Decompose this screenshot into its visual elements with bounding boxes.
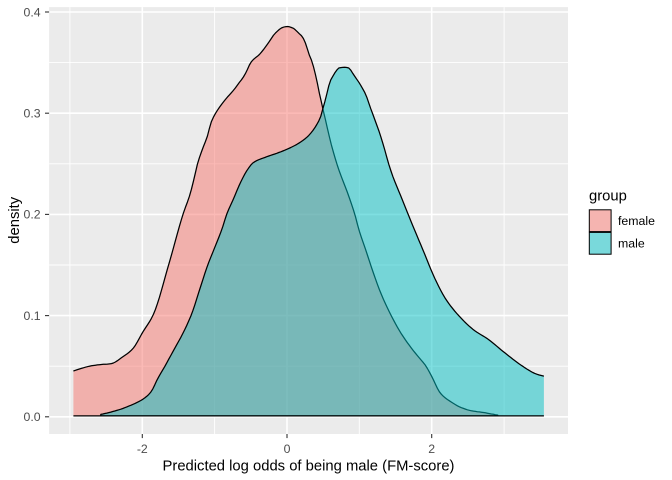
svg-text:group: group <box>589 189 627 205</box>
svg-text:-2: -2 <box>137 442 148 456</box>
svg-text:0.1: 0.1 <box>23 309 40 323</box>
svg-text:0.2: 0.2 <box>23 208 40 222</box>
svg-text:0.0: 0.0 <box>23 410 40 424</box>
svg-text:2: 2 <box>428 442 435 456</box>
svg-text:Predicted log odds of being ma: Predicted log odds of being male (FM-sco… <box>163 459 455 475</box>
svg-text:0.3: 0.3 <box>23 107 40 121</box>
svg-text:male: male <box>618 237 645 251</box>
svg-text:0.4: 0.4 <box>23 5 40 19</box>
svg-text:0: 0 <box>284 442 291 456</box>
svg-text:female: female <box>618 214 655 228</box>
svg-text:density: density <box>7 196 23 243</box>
